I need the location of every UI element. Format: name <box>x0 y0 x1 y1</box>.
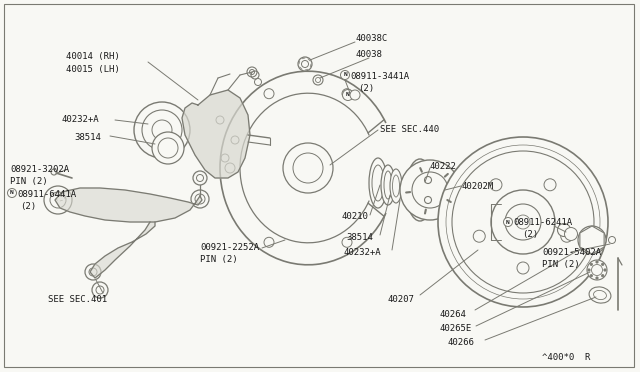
Circle shape <box>584 232 600 248</box>
Text: 40232+A: 40232+A <box>344 248 381 257</box>
Text: (2): (2) <box>20 202 36 211</box>
Circle shape <box>557 224 570 237</box>
Circle shape <box>44 186 72 214</box>
Text: SEE SEC.440: SEE SEC.440 <box>380 125 439 134</box>
Ellipse shape <box>589 287 611 303</box>
Circle shape <box>50 192 66 208</box>
Ellipse shape <box>593 291 607 299</box>
Text: 08911-6441A: 08911-6441A <box>17 190 76 199</box>
Circle shape <box>578 226 606 254</box>
Text: 40266: 40266 <box>448 338 475 347</box>
Text: 40014 (RH): 40014 (RH) <box>66 52 120 61</box>
Ellipse shape <box>384 171 392 199</box>
Circle shape <box>587 260 607 280</box>
Circle shape <box>591 264 602 276</box>
Circle shape <box>191 190 209 208</box>
Circle shape <box>85 264 101 280</box>
Circle shape <box>342 90 353 100</box>
Text: 00921-2252A: 00921-2252A <box>200 243 259 252</box>
Text: N: N <box>506 219 510 224</box>
Ellipse shape <box>411 169 429 211</box>
Polygon shape <box>182 90 250 178</box>
Circle shape <box>602 263 604 266</box>
Circle shape <box>590 275 593 277</box>
Ellipse shape <box>406 159 434 221</box>
Circle shape <box>446 145 600 299</box>
Circle shape <box>516 215 530 229</box>
Circle shape <box>504 218 513 227</box>
Text: (2): (2) <box>522 230 538 239</box>
Circle shape <box>142 110 182 150</box>
Text: 40202M: 40202M <box>462 182 494 191</box>
Text: N: N <box>343 73 347 77</box>
Ellipse shape <box>390 169 402 203</box>
Circle shape <box>152 132 184 164</box>
Circle shape <box>505 204 541 240</box>
Circle shape <box>588 269 590 271</box>
Text: 40232+A: 40232+A <box>62 115 100 124</box>
Circle shape <box>438 137 608 307</box>
Text: 38514: 38514 <box>74 133 101 142</box>
Text: ^400*0  R: ^400*0 R <box>542 353 590 362</box>
Circle shape <box>491 190 555 254</box>
Circle shape <box>8 189 17 198</box>
Text: N: N <box>346 93 350 97</box>
Circle shape <box>158 138 178 158</box>
Circle shape <box>590 263 593 266</box>
Circle shape <box>564 228 577 241</box>
Text: 08911-6241A: 08911-6241A <box>513 218 572 227</box>
Circle shape <box>412 172 448 208</box>
Circle shape <box>298 57 312 71</box>
Polygon shape <box>90 222 155 278</box>
Text: (2): (2) <box>358 84 374 93</box>
Circle shape <box>134 102 190 158</box>
Ellipse shape <box>416 181 424 199</box>
Text: N: N <box>10 190 14 196</box>
Ellipse shape <box>392 175 399 197</box>
Text: 08911-3441A: 08911-3441A <box>350 72 409 81</box>
Text: 40264: 40264 <box>440 310 467 319</box>
Text: PIN (2): PIN (2) <box>542 260 580 269</box>
Polygon shape <box>55 188 202 222</box>
Ellipse shape <box>369 158 387 208</box>
Text: 40210: 40210 <box>341 212 368 221</box>
Text: PIN (2): PIN (2) <box>10 177 47 186</box>
Circle shape <box>452 151 594 293</box>
Ellipse shape <box>372 165 384 201</box>
Text: 08921-3202A: 08921-3202A <box>10 165 69 174</box>
Circle shape <box>596 261 598 263</box>
Text: 40207: 40207 <box>388 295 415 304</box>
Circle shape <box>400 160 460 220</box>
Text: 40265E: 40265E <box>440 324 472 333</box>
Circle shape <box>604 269 606 271</box>
Circle shape <box>55 191 65 201</box>
Text: PIN (2): PIN (2) <box>200 255 237 264</box>
Text: SEE SEC.401: SEE SEC.401 <box>48 295 107 304</box>
Circle shape <box>152 120 172 140</box>
Circle shape <box>350 90 360 100</box>
Circle shape <box>340 71 349 80</box>
Circle shape <box>596 277 598 279</box>
Text: 40038C: 40038C <box>355 34 387 43</box>
Text: 40222: 40222 <box>430 162 457 171</box>
Text: 40015 (LH): 40015 (LH) <box>66 65 120 74</box>
Circle shape <box>313 75 323 85</box>
Polygon shape <box>580 226 604 254</box>
Text: 40038: 40038 <box>355 50 382 59</box>
Ellipse shape <box>381 165 395 205</box>
Circle shape <box>602 275 604 277</box>
Circle shape <box>92 282 108 298</box>
Text: 00921-5402A: 00921-5402A <box>542 248 601 257</box>
Text: 38514: 38514 <box>346 233 373 242</box>
